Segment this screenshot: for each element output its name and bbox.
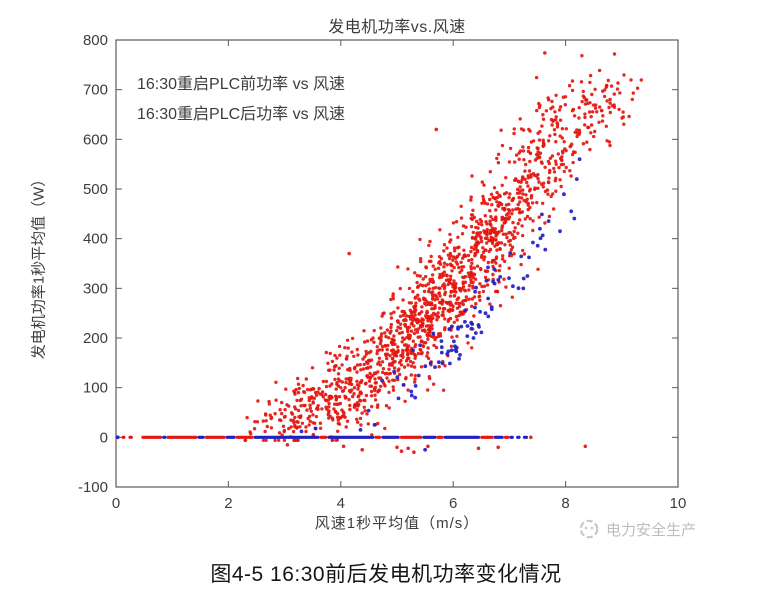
x-axis-label: 风速1秒平均值（m/s） — [314, 515, 480, 532]
svg-text:-100: -100 — [78, 479, 108, 496]
svg-text:10: 10 — [670, 495, 687, 512]
svg-text:700: 700 — [83, 82, 108, 99]
svg-text:100: 100 — [83, 380, 108, 397]
watermark-logo-icon — [579, 519, 599, 539]
svg-text:300: 300 — [83, 280, 108, 297]
svg-text:600: 600 — [83, 131, 108, 148]
legend: 16:30重启PLC前功率 vs 风速 16:30重启PLC后功率 vs 风速 — [137, 70, 345, 130]
svg-text:0: 0 — [112, 495, 120, 512]
svg-text:2: 2 — [224, 495, 232, 512]
y-axis-label: 发电机功率1秒平均值（W） — [30, 171, 48, 360]
watermark: 电力安全生产 — [578, 518, 696, 540]
legend-line-after: 16:30重启PLC后功率 vs 风速 — [137, 106, 346, 123]
svg-text:8: 8 — [561, 495, 569, 512]
chart-title: 发电机功率vs.风速 — [328, 19, 466, 36]
svg-text:200: 200 — [83, 330, 108, 347]
svg-text:4: 4 — [337, 495, 345, 512]
figure-caption: 图4-5 16:30前后发电机功率变化情况 — [210, 563, 562, 586]
legend-line-before: 16:30重启PLC前功率 vs 风速 — [137, 76, 346, 93]
svg-text:800: 800 — [83, 32, 108, 49]
svg-text:500: 500 — [83, 181, 108, 198]
svg-text:0: 0 — [100, 429, 108, 446]
watermark-text: 电力安全生产 — [606, 521, 697, 539]
svg-text:6: 6 — [449, 495, 457, 512]
svg-text:400: 400 — [83, 231, 108, 248]
